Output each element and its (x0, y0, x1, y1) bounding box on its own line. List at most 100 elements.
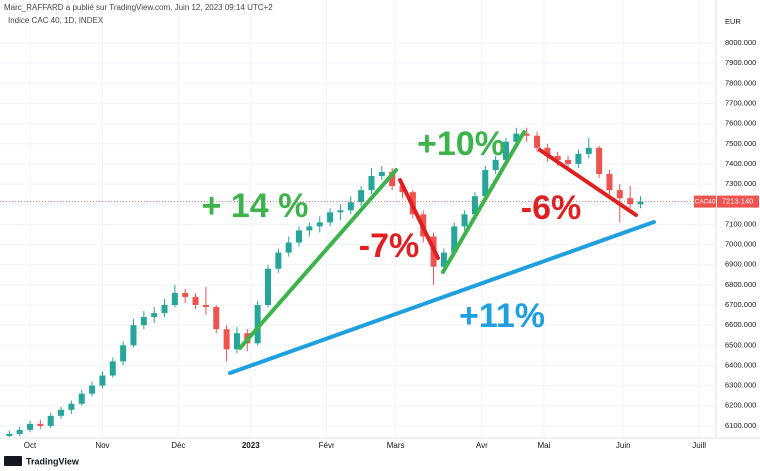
logo-icon (4, 456, 22, 466)
x-tick-label: Nov (95, 441, 109, 450)
candle-body (513, 133, 520, 142)
currency: EUR (725, 17, 741, 26)
x-tick-label: Févr (319, 441, 335, 450)
symbol-label: CAC40 (695, 198, 716, 205)
candle-body (223, 329, 230, 350)
candle-body (182, 292, 189, 297)
candle-body (78, 393, 85, 404)
candle-body (58, 409, 65, 416)
candle-body (6, 433, 13, 436)
candle-body (275, 252, 282, 269)
x-tick-label: Avr (476, 441, 488, 450)
candle-body (16, 429, 23, 434)
y-tick-label: 6900.000 (725, 260, 756, 269)
candle-body (492, 159, 499, 170)
candle-body (68, 403, 75, 410)
candle-body (337, 210, 344, 213)
candle-body (151, 313, 158, 318)
candle-body (306, 226, 313, 231)
y-tick-label: 6100.000 (725, 421, 756, 430)
candle-body (482, 169, 489, 197)
candle-body (285, 242, 292, 253)
y-tick-label: 7600.000 (725, 119, 756, 128)
candle-body (130, 325, 137, 346)
candle-body (109, 361, 116, 376)
candle-body (534, 135, 541, 148)
y-tick-label: 6300.000 (725, 381, 756, 390)
candle-body (637, 201, 644, 205)
last-price-tag (717, 195, 759, 208)
y-tick-label: 8000.000 (725, 38, 756, 47)
candle-body (264, 268, 271, 305)
candle-body (451, 226, 458, 253)
symbol-tag (694, 195, 716, 208)
trend-line (538, 148, 638, 217)
candle-body (47, 415, 54, 426)
x-tick-label: Déc (171, 441, 185, 450)
candle-body (192, 296, 199, 305)
candle-body (502, 141, 509, 160)
x-tick-label: Mai (537, 441, 550, 450)
candle-body (368, 176, 375, 191)
y-tick-label: 6800.000 (725, 280, 756, 289)
y-tick-label: 6600.000 (725, 320, 756, 329)
candle-body (616, 190, 623, 199)
candle-body (89, 385, 96, 394)
candle-body (554, 155, 561, 160)
candle-body (99, 375, 106, 386)
y-tick-label: 7800.000 (725, 78, 756, 87)
x-tick-label: Juin (616, 441, 631, 450)
y-tick-label: 7500.000 (725, 139, 756, 148)
candle-body (585, 147, 592, 154)
candle-body (327, 212, 334, 223)
candle-body (316, 222, 323, 227)
y-tick-label: 6500.000 (725, 340, 756, 349)
annotation: +11% (459, 297, 545, 335)
candle-body (544, 147, 551, 156)
chart-title: Indice CAC 40, 1D, INDEX (8, 16, 104, 25)
x-tick-label: Oct (24, 441, 37, 450)
candle-body (120, 345, 127, 362)
annotation: + 14 % (202, 187, 309, 225)
scale: 6100.000 6200.000 6300.000 6400.000 6500.000… (24, 38, 759, 450)
candle-body (358, 190, 365, 203)
last-price-label: 7213.140 (722, 197, 753, 206)
trend-line (398, 178, 440, 260)
trend-line (441, 130, 526, 274)
annotation: -7% (359, 227, 419, 265)
y-tick-label: 7400.000 (725, 159, 756, 168)
candle-body (596, 147, 603, 175)
candle-body (471, 196, 478, 215)
y-tick-label: 7000.000 (725, 240, 756, 249)
annotation: -6% (521, 189, 581, 227)
candle-body (606, 174, 613, 191)
candle-body (347, 202, 354, 211)
candle-body (461, 214, 468, 227)
brand: TradingView (26, 456, 80, 466)
y-tick-label: 7300.000 (725, 179, 756, 188)
candle-body (171, 292, 178, 305)
grid (0, 0, 715, 438)
y-tick-label: 6200.000 (725, 401, 756, 410)
y-tick-label: 6700.000 (725, 300, 756, 309)
candles (0, 127, 715, 437)
x-tick-label: 2023 (242, 441, 260, 450)
candle-body (575, 153, 582, 164)
candle-body (440, 252, 447, 267)
candle-body (37, 423, 44, 426)
x-tick-label: Mars (387, 441, 405, 450)
candle-body (161, 304, 168, 314)
y-tick-label: 6400.000 (725, 360, 756, 369)
candle-body (140, 317, 147, 326)
candle-body (202, 304, 209, 308)
trend-line (238, 168, 398, 350)
candle-body (523, 133, 530, 136)
x-tick-label: Juill (692, 441, 706, 450)
candle-body (389, 171, 396, 187)
y-tick-label: 7900.000 (725, 58, 756, 67)
candle-body (565, 159, 572, 164)
candle-body (254, 304, 261, 344)
candle-body (378, 171, 385, 177)
candle-body (213, 307, 220, 330)
